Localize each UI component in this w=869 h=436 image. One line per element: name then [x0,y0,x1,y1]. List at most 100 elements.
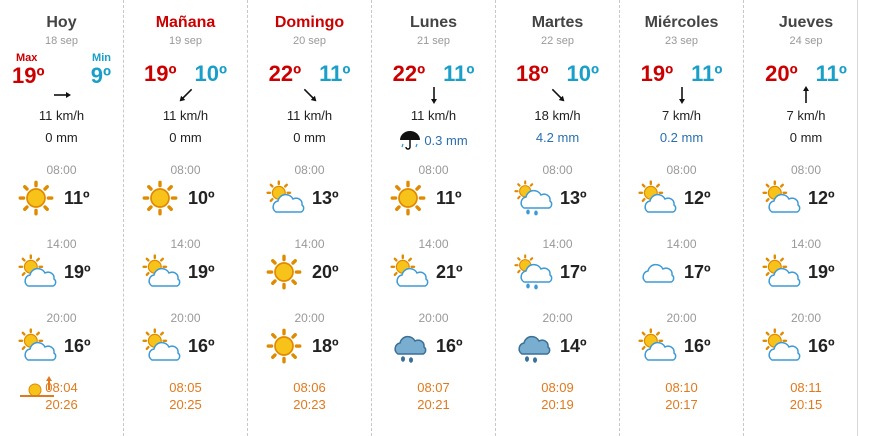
slot-temp: 20º [312,262,339,282]
sun-times: 08:06 20:23 [248,379,371,413]
sunrise-time: 08:11 [790,380,822,395]
slot-temp: 16º [808,336,835,356]
slot-time: 08:00 [542,163,573,177]
wind-speed: 7 km/h [786,108,826,123]
max-temp: 19º [12,63,45,88]
day-name: Domingo [274,14,345,31]
rain-amount-row: 0 mm [0,130,123,145]
wind-direction-arrow-icon [546,83,570,107]
sun-cloud-icon [762,180,802,216]
rain-cloud-icon [514,328,554,364]
max-temp: 20º [765,61,798,86]
umbrella-icon [399,130,421,153]
slot-temp: 13º [560,188,587,208]
slot-time: 20:00 [294,311,325,325]
day-date: 24 sep [789,35,823,47]
rain-amount: 0.3 mm [424,132,468,148]
wind-direction-arrow-icon [298,83,322,107]
slot-time: 20:00 [418,311,449,325]
day-date: 19 sep [168,35,203,47]
slot-temp: 13º [312,188,339,208]
rain-amount: 0 mm [45,130,78,145]
sun-cloud-icon [762,254,802,290]
slot-temp: 12º [808,188,835,208]
temps-row: 20º 11º [744,61,868,87]
day-date: 22 sep [540,35,575,47]
rain-amount: 0 mm [169,130,202,145]
sunset-time: 20:25 [169,397,202,412]
slot-temp: 11º [64,188,90,208]
slot-time: 08:00 [46,163,77,177]
sun-cloud-icon [142,328,182,364]
slot-time: 08:00 [294,163,325,177]
wind-speed: 11 km/h [162,108,209,123]
day-name: Miércoles [644,14,719,31]
day-name: Lunes [409,14,458,31]
temps-row: 19º 10º [124,61,247,87]
min-temp: 9º [90,63,111,88]
rain-amount-row: 0.2 mm [620,130,743,145]
sun-rain-icon [514,254,554,290]
day-column: Domingo 20 sep 22º 11º 11 km/h 0 mm 08:00 13º… [248,0,372,436]
slot-time: 08:00 [666,163,697,177]
slot-temp: 16º [64,336,91,356]
slot-time: 20:00 [666,311,697,325]
rain-amount: 0 mm [789,130,823,145]
sun-times: 08:09 20:19 [496,379,619,413]
temps-row: 18º 10º [496,61,619,87]
slot-temp: 17º [684,262,711,282]
rain-amount-row: 0.3 mm [372,130,495,153]
slot-temp: 19º [64,262,91,282]
day-date: 23 sep [664,35,699,47]
day-column: Hoy 18 sep Max Min 19º 9º 11 km/h 0 mm 08:00 11… [0,0,124,436]
slot-time: 14:00 [790,237,822,251]
sunset-time: 20:26 [45,397,78,412]
min-temp: 11º [319,61,351,86]
sunrise-time: 08:10 [665,380,698,395]
slot-temp: 18º [312,336,339,356]
day-name: Mañana [155,14,216,31]
sun-cloud-icon [18,254,58,290]
wind-direction-arrow-icon [50,83,74,107]
sun-icon [142,180,182,216]
min-temp: 11º [815,61,847,86]
slot-temp: 14º [560,336,587,356]
slot-temp: 16º [436,336,463,356]
rain-cloud-icon [390,328,430,364]
sunrise-icon [20,376,54,403]
slot-time: 14:00 [46,237,77,251]
sunrise-time: 08:07 [417,380,450,395]
wind-speed: 18 km/h [534,108,581,123]
sun-cloud-icon [638,328,678,364]
slot-temp: 19º [188,262,215,282]
slot-temp: 17º [560,262,587,282]
max-temp: 18º [515,61,549,86]
max-temp: 19º [640,61,674,86]
day-date: 20 sep [292,35,327,47]
min-temp: 10º [194,61,228,86]
day-column: Mañana 19 sep 19º 10º 11 km/h 0 mm 08:00 10º 1… [124,0,248,436]
day-column: Lunes 21 sep 22º 11º 11 km/h 0.3 mm 08:00 11º… [372,0,496,436]
sunset-time: 20:15 [789,397,823,412]
sun-times: 08:11 20:15 [744,379,868,413]
sunrise-time: 08:04 [45,380,78,395]
slot-time: 14:00 [418,237,449,251]
slot-temp: 21º [436,262,463,282]
min-temp: 11º [443,61,475,86]
max-temp: 22º [268,61,302,86]
rain-amount-row: 0 mm [744,130,868,145]
slot-time: 20:00 [790,311,822,325]
temps-row: 22º 11º [248,61,371,87]
wind-speed: 11 km/h [410,108,457,123]
slot-time: 20:00 [170,311,201,325]
sun-cloud-icon [390,254,430,290]
slot-time: 08:00 [790,163,822,177]
wind-speed: 7 km/h [661,108,701,123]
rain-amount: 4.2 mm [535,130,580,145]
rain-amount-row: 0 mm [248,130,371,145]
day-column: Miércoles 23 sep 19º 11º 7 km/h 0.2 mm 08:00 … [620,0,744,436]
sunset-time: 20:19 [541,397,574,412]
slot-temp: 12º [684,188,711,208]
sunrise-time: 08:05 [169,380,202,395]
